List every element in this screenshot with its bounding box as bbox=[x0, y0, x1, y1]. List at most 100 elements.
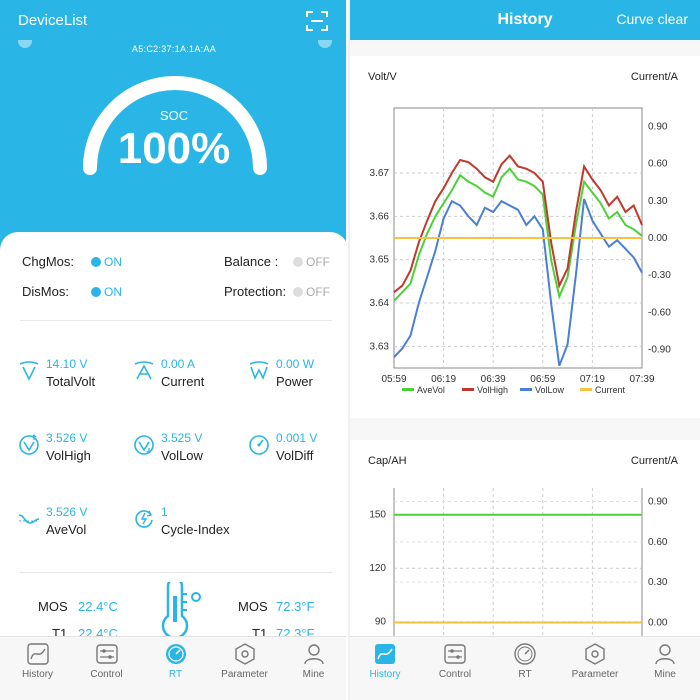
legend-swatch bbox=[402, 388, 414, 391]
user-icon bbox=[655, 644, 675, 665]
mos-temp-fahrenheit: 72.3°F bbox=[276, 599, 315, 614]
chgmos-toggle[interactable]: ON bbox=[91, 255, 122, 269]
current-icon bbox=[134, 361, 154, 380]
toggle-dot-icon bbox=[91, 257, 101, 267]
metric-ave-vol: 3.526 V AveVol bbox=[18, 505, 128, 545]
mos-temp-label-f: MOS bbox=[238, 599, 268, 614]
legend-label: VolLow bbox=[535, 385, 565, 395]
user-icon bbox=[304, 644, 324, 665]
vol-diff-value: 0.001 V bbox=[276, 431, 318, 445]
tab-rt-label: RT bbox=[168, 669, 183, 680]
tab-rt[interactable]: RT bbox=[141, 637, 210, 700]
tab-history[interactable]: History bbox=[3, 637, 72, 700]
divider bbox=[20, 572, 332, 573]
control-icon bbox=[444, 644, 466, 664]
y-axis-title: Volt/V bbox=[368, 71, 397, 83]
balance-label: Balance : bbox=[224, 254, 279, 269]
device-list-button[interactable]: DeviceList bbox=[18, 12, 88, 29]
vol-low-value: 3.525 V bbox=[161, 431, 203, 445]
protection-toggle[interactable]: OFF bbox=[293, 285, 330, 299]
metric-vol-diff: 0.001 V VolDiff bbox=[248, 431, 346, 471]
y2-tick-label: -0.90 bbox=[648, 344, 671, 355]
legend-swatch bbox=[520, 388, 532, 391]
history-icon bbox=[375, 644, 395, 664]
x-tick-label: 06:59 bbox=[530, 374, 555, 385]
vol-high-label: VolHigh bbox=[46, 448, 91, 463]
rt-gauge-icon bbox=[514, 643, 536, 665]
vol-high-value: 3.526 V bbox=[46, 431, 88, 445]
soc-value: 100% bbox=[117, 124, 231, 173]
tab-mine[interactable]: Mine bbox=[279, 637, 346, 700]
page-title: History bbox=[497, 11, 553, 28]
scan-icon[interactable] bbox=[306, 11, 328, 31]
y2-tick-label: 0.00 bbox=[648, 618, 668, 629]
current-label: Current bbox=[161, 374, 205, 389]
mos-temp-celsius: 22.4°C bbox=[78, 599, 118, 614]
power-label: Power bbox=[276, 374, 313, 389]
parameter-icon bbox=[235, 643, 255, 665]
vol-diff-label: VolDiff bbox=[276, 448, 314, 463]
legend-label: Current bbox=[595, 385, 626, 395]
x-tick-label: 05:59 bbox=[381, 374, 406, 385]
capacity-current-chart: Cap/AH Current/A 90 120 150 0.90 0.60 0.30 0.00 bbox=[368, 455, 679, 636]
tab-parameter[interactable]: Parameter bbox=[560, 637, 630, 700]
ave-vol-value: 3.526 V bbox=[46, 505, 88, 519]
series-line-vollow bbox=[393, 198, 643, 367]
tab-parameter-label: Parameter bbox=[221, 669, 268, 680]
volt-icon bbox=[19, 361, 39, 381]
tab-control[interactable]: Control bbox=[72, 637, 141, 700]
y2-axis-title: Current/A bbox=[631, 71, 679, 83]
tab-control-label: Control bbox=[90, 669, 123, 680]
balance-toggle[interactable]: OFF bbox=[293, 255, 330, 269]
metric-vol-low: 3.525 V VolLow bbox=[133, 431, 243, 471]
tab-mine-label: Mine bbox=[654, 669, 676, 680]
cycle-icon bbox=[135, 510, 153, 528]
tab-rt[interactable]: RT bbox=[490, 637, 560, 700]
power-value: 0.00 W bbox=[276, 357, 315, 371]
history-header: History Curve clear bbox=[350, 0, 700, 40]
left-tab-indicator bbox=[18, 40, 32, 48]
curve-clear-button[interactable]: Curve clear bbox=[616, 11, 688, 27]
cycle-index-value: 1 bbox=[161, 505, 168, 519]
legend-label: AveVol bbox=[417, 385, 445, 395]
metric-power: 0.00 W Power bbox=[248, 357, 346, 397]
y2-axis-title: Current/A bbox=[631, 455, 679, 467]
rt-gauge-icon bbox=[166, 644, 186, 664]
current-value: 0.00 A bbox=[161, 357, 196, 371]
tab-control[interactable]: Control bbox=[420, 637, 490, 700]
balance-state: OFF bbox=[306, 255, 330, 269]
y2-tick-label: -0.60 bbox=[648, 307, 671, 318]
history-screen: History Curve clear Volt/V Current/A 05:59… bbox=[350, 0, 700, 700]
history-icon bbox=[27, 643, 49, 665]
total-volt-value: 14.10 V bbox=[46, 357, 88, 371]
y-tick-label: 3.65 bbox=[370, 255, 390, 266]
toggle-dot-icon bbox=[293, 287, 303, 297]
bottom-tab-bar: History Control RT Parameter Mine bbox=[0, 636, 346, 700]
y2-tick-label: 0.00 bbox=[648, 233, 668, 244]
chgmos-label: ChgMos: bbox=[22, 254, 75, 269]
device-mac-address: A5:C2:37:1A:1A:AA bbox=[131, 44, 217, 54]
chgmos-state: ON bbox=[104, 255, 122, 269]
y-tick-label: 3.67 bbox=[370, 168, 390, 179]
tab-mine[interactable]: Mine bbox=[630, 637, 700, 700]
dismos-toggle[interactable]: ON bbox=[91, 285, 122, 299]
metric-cycle-index: 1 Cycle-Index bbox=[133, 505, 243, 545]
soc-gauge bbox=[83, 76, 267, 175]
toggle-dot-icon bbox=[293, 257, 303, 267]
tab-history[interactable]: History bbox=[350, 637, 420, 700]
divider bbox=[20, 320, 332, 321]
tab-control-label: Control bbox=[438, 669, 472, 680]
y-tick-label: 150 bbox=[369, 510, 386, 521]
thermometer-icon bbox=[161, 582, 201, 636]
legend-swatch bbox=[462, 388, 474, 391]
y2-tick-label: 0.60 bbox=[648, 159, 668, 170]
tab-parameter[interactable]: Parameter bbox=[210, 637, 279, 700]
tab-rt-label: RT bbox=[518, 669, 532, 680]
dismos-label: DisMos: bbox=[22, 284, 69, 299]
y2-tick-label: 0.60 bbox=[648, 537, 668, 548]
right-tab-indicator bbox=[318, 40, 332, 48]
tab-mine-label: Mine bbox=[302, 669, 325, 680]
vol-low-icon bbox=[134, 435, 154, 455]
y-tick-label: 120 bbox=[369, 563, 386, 574]
bottom-tab-bar: History Control RT Parameter Mine bbox=[350, 636, 700, 700]
